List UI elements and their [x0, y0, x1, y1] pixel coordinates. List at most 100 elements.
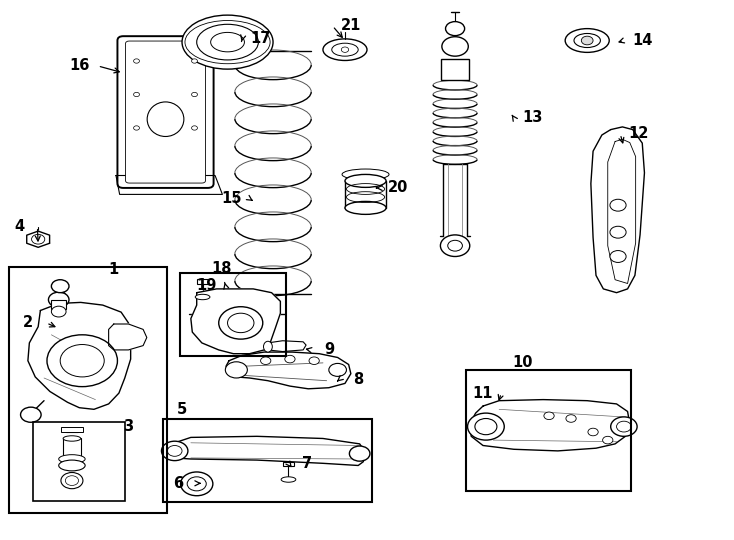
Circle shape: [468, 413, 504, 440]
FancyBboxPatch shape: [117, 36, 214, 188]
Circle shape: [610, 199, 626, 211]
Bar: [163, 418, 372, 502]
Circle shape: [610, 251, 626, 262]
Text: 18: 18: [211, 261, 232, 276]
Circle shape: [566, 415, 576, 422]
Polygon shape: [28, 302, 131, 409]
Text: 13: 13: [522, 110, 542, 125]
Circle shape: [65, 476, 79, 485]
Ellipse shape: [345, 174, 386, 187]
Circle shape: [134, 59, 139, 63]
Text: 10: 10: [512, 355, 533, 370]
Circle shape: [60, 345, 104, 377]
Bar: [33, 422, 125, 501]
Circle shape: [617, 421, 631, 432]
Ellipse shape: [565, 29, 609, 52]
Text: 17: 17: [250, 31, 271, 46]
Circle shape: [134, 92, 139, 97]
Text: 19: 19: [197, 278, 217, 293]
Circle shape: [610, 226, 626, 238]
Ellipse shape: [281, 477, 296, 482]
Circle shape: [442, 37, 468, 56]
Circle shape: [47, 335, 117, 387]
Text: 7: 7: [302, 456, 312, 471]
Text: 2: 2: [23, 315, 33, 330]
Bar: [61, 427, 83, 432]
Circle shape: [21, 407, 41, 422]
Ellipse shape: [63, 436, 81, 441]
Ellipse shape: [323, 39, 367, 60]
Bar: [441, 59, 469, 80]
Circle shape: [588, 428, 598, 436]
Circle shape: [192, 92, 197, 97]
Circle shape: [48, 292, 69, 307]
Text: 4: 4: [14, 219, 24, 234]
Circle shape: [261, 357, 271, 364]
Circle shape: [219, 307, 263, 339]
Circle shape: [448, 240, 462, 251]
Ellipse shape: [342, 169, 389, 180]
Ellipse shape: [345, 201, 386, 214]
Circle shape: [187, 477, 206, 491]
Circle shape: [581, 36, 593, 45]
Polygon shape: [167, 436, 366, 465]
Circle shape: [611, 417, 637, 436]
Ellipse shape: [59, 460, 85, 471]
Text: 11: 11: [473, 386, 493, 401]
Bar: [9, 267, 167, 513]
Bar: [180, 273, 286, 356]
Text: 20: 20: [388, 180, 408, 195]
Polygon shape: [591, 127, 644, 293]
Polygon shape: [470, 400, 630, 451]
Text: 12: 12: [628, 126, 649, 141]
Bar: [466, 370, 631, 491]
Circle shape: [61, 472, 83, 489]
Text: 15: 15: [221, 191, 241, 206]
Circle shape: [349, 446, 370, 461]
Text: 1: 1: [109, 262, 119, 278]
Text: 8: 8: [353, 372, 363, 387]
Circle shape: [228, 313, 254, 333]
Circle shape: [285, 355, 295, 363]
Circle shape: [32, 234, 45, 244]
Bar: [51, 300, 66, 309]
Polygon shape: [191, 289, 280, 354]
Circle shape: [446, 22, 465, 36]
Polygon shape: [226, 352, 351, 389]
Circle shape: [544, 412, 554, 420]
Circle shape: [309, 357, 319, 364]
Circle shape: [440, 235, 470, 256]
Circle shape: [192, 59, 197, 63]
Polygon shape: [116, 176, 222, 194]
Ellipse shape: [211, 32, 244, 52]
Circle shape: [225, 362, 247, 378]
Polygon shape: [109, 324, 147, 350]
Bar: [283, 462, 294, 466]
Text: 6: 6: [173, 476, 184, 491]
Text: 5: 5: [177, 402, 187, 417]
Ellipse shape: [195, 294, 210, 300]
Circle shape: [192, 126, 197, 130]
Ellipse shape: [264, 341, 272, 352]
Circle shape: [51, 280, 69, 293]
Ellipse shape: [182, 15, 273, 69]
Text: 21: 21: [341, 18, 361, 33]
Text: 9: 9: [324, 342, 334, 357]
Circle shape: [475, 418, 497, 435]
Ellipse shape: [197, 24, 258, 60]
Ellipse shape: [574, 33, 600, 48]
Circle shape: [167, 446, 182, 456]
Circle shape: [51, 306, 66, 317]
Circle shape: [134, 126, 139, 130]
Ellipse shape: [332, 43, 358, 56]
Text: 14: 14: [632, 33, 653, 48]
Polygon shape: [268, 341, 306, 352]
Ellipse shape: [147, 102, 184, 137]
Ellipse shape: [59, 455, 85, 463]
Circle shape: [341, 47, 349, 52]
Circle shape: [181, 472, 213, 496]
Text: 16: 16: [69, 58, 90, 73]
Bar: [197, 279, 208, 284]
FancyBboxPatch shape: [126, 41, 206, 183]
Text: 3: 3: [123, 419, 134, 434]
